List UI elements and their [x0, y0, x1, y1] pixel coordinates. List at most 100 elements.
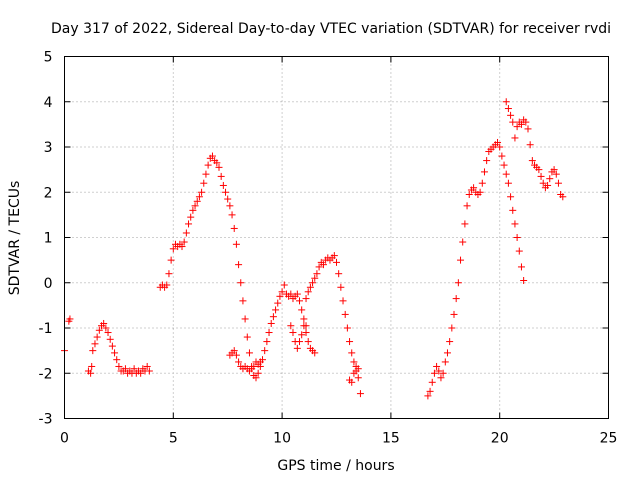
- data-point: [454, 279, 462, 287]
- data-point: [463, 202, 471, 210]
- data-point: [169, 245, 177, 253]
- data-point: [130, 365, 138, 373]
- data-point: [204, 161, 212, 169]
- data-point: [298, 331, 306, 339]
- data-point: [252, 374, 260, 382]
- data-point: [269, 313, 277, 321]
- data-point: [502, 170, 510, 178]
- data-point: [200, 179, 208, 187]
- data-point: [272, 306, 280, 314]
- data-point: [500, 161, 508, 169]
- data-point: [167, 256, 175, 264]
- data-point: [346, 338, 354, 346]
- data-point: [333, 258, 340, 266]
- data-point: [546, 175, 554, 183]
- data-point: [278, 288, 286, 296]
- data-point: [104, 329, 112, 337]
- y-tick-label: -3: [39, 412, 53, 428]
- data-point: [504, 105, 512, 113]
- data-point: [343, 324, 351, 332]
- data-point: [213, 159, 221, 167]
- data-point: [243, 333, 251, 341]
- data-point: [348, 349, 356, 357]
- data-point: [507, 193, 515, 201]
- data-point: [241, 315, 249, 323]
- data-point: [437, 374, 445, 382]
- y-tick-label: 1: [44, 231, 53, 247]
- data-point: [89, 347, 97, 355]
- data-point: [115, 362, 123, 370]
- data-point: [430, 369, 438, 377]
- data-point: [87, 369, 95, 377]
- x-tick-label: 20: [491, 431, 509, 447]
- data-point: [202, 170, 210, 178]
- data-point: [93, 333, 101, 341]
- data-point: [137, 369, 145, 377]
- y-axis-label: SDTVAR / TECUs: [7, 181, 23, 296]
- data-point: [106, 335, 114, 343]
- data-point: [522, 118, 530, 126]
- data-point: [178, 243, 186, 251]
- data-point: [300, 322, 308, 330]
- x-tick-label: 25: [600, 431, 618, 447]
- data-point: [302, 295, 310, 303]
- data-point: [309, 279, 317, 287]
- data-point: [515, 247, 523, 255]
- data-point: [256, 358, 264, 366]
- data-point: [121, 365, 129, 373]
- data-point: [250, 362, 258, 370]
- data-point: [287, 290, 295, 298]
- data-point: [496, 143, 504, 151]
- data-point: [245, 349, 253, 357]
- data-point: [526, 141, 534, 149]
- data-point: [145, 367, 153, 375]
- data-point: [226, 202, 234, 210]
- data-point: [191, 202, 199, 210]
- data-point: [143, 362, 151, 370]
- data-point: [276, 292, 284, 300]
- data-point: [230, 347, 238, 355]
- data-point: [502, 98, 510, 106]
- data-point: [306, 283, 314, 291]
- data-point: [296, 338, 304, 346]
- data-point: [235, 261, 243, 269]
- data-point: [354, 374, 362, 382]
- data-point: [426, 387, 434, 395]
- data-point: [443, 349, 451, 357]
- x-tick-label: 15: [382, 431, 400, 447]
- data-point: [452, 295, 460, 303]
- data-point: [274, 299, 282, 307]
- x-axis-label: GPS time / hours: [277, 458, 394, 474]
- data-point: [465, 191, 473, 199]
- data-point: [267, 319, 275, 327]
- data-point: [293, 344, 301, 352]
- data-point: [232, 351, 240, 359]
- axis-ticks: 0 5 10 15 20 25 -3 -2 -1 0 1 2 3 4 5: [39, 50, 618, 447]
- data-point: [498, 152, 506, 160]
- data-point: [439, 369, 447, 377]
- y-tick-label: 3: [44, 140, 53, 156]
- data-point: [528, 157, 536, 165]
- data-point: [289, 329, 297, 337]
- data-point: [435, 367, 443, 375]
- data-point: [457, 256, 465, 264]
- data-point: [509, 118, 517, 126]
- y-tick-label: 2: [44, 185, 53, 201]
- data-point: [287, 322, 295, 330]
- data-point: [66, 315, 74, 323]
- data-point: [263, 338, 271, 346]
- data-point: [222, 188, 230, 196]
- data-point: [185, 220, 193, 228]
- data-point: [182, 229, 190, 237]
- data-point: [298, 306, 306, 314]
- x-tick-label: 0: [60, 431, 69, 447]
- data-point: [237, 279, 245, 287]
- data-point: [337, 283, 345, 291]
- data-point: [476, 188, 484, 196]
- data-point: [483, 157, 491, 165]
- data-point: [235, 358, 243, 366]
- data-point: [208, 152, 216, 160]
- data-point: [195, 193, 203, 201]
- data-point: [539, 179, 547, 187]
- data-point: [424, 392, 432, 400]
